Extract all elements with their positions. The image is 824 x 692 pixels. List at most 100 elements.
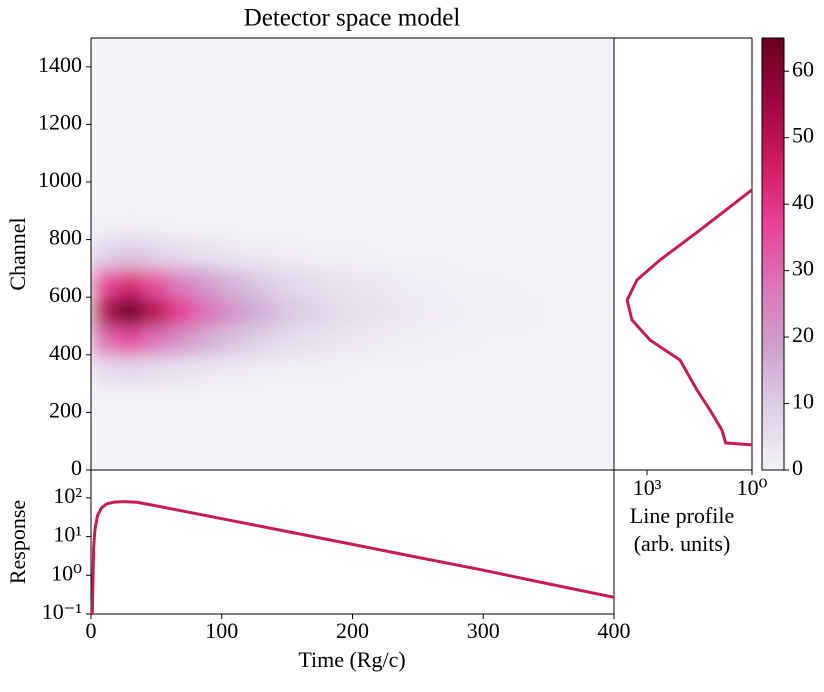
heatmap-cell xyxy=(430,152,458,183)
heatmap-cell xyxy=(482,210,510,241)
heatmap-cell xyxy=(273,411,301,442)
heatmap-cell xyxy=(352,152,380,183)
heatmap-cell xyxy=(299,152,327,183)
heatmap-cell xyxy=(195,239,223,269)
heatmap-cell xyxy=(508,440,537,470)
heatmap-cell xyxy=(116,38,144,68)
heatmap-cell xyxy=(482,440,510,470)
heatmap-cell xyxy=(561,210,589,241)
heatmap-cell xyxy=(91,325,118,356)
heatmap-cell xyxy=(91,95,118,125)
heatmap-cell xyxy=(404,152,432,183)
heatmap-cell xyxy=(299,325,327,356)
heatmap-cell xyxy=(482,354,510,385)
heatmap-cell xyxy=(116,325,144,356)
heatmap-cell xyxy=(561,267,589,298)
heatmap-cell xyxy=(508,325,537,356)
heatmap-cell xyxy=(142,267,170,298)
heatmap-cell xyxy=(561,95,589,125)
heatmap-cell xyxy=(168,411,197,442)
heatmap-cell xyxy=(508,123,537,154)
heatmap-cell xyxy=(535,354,563,385)
x-tick-label: 400 xyxy=(598,618,631,643)
heatmap-cell xyxy=(142,239,170,269)
heatmap-cell xyxy=(221,411,249,442)
heatmap-cell xyxy=(535,181,563,212)
heatmap-cell xyxy=(195,123,223,154)
heatmap-cell xyxy=(221,383,249,413)
heatmap-cell xyxy=(91,239,118,269)
heatmap-cell xyxy=(587,123,614,154)
heatmap-cell xyxy=(508,210,537,241)
heatmap-cell xyxy=(378,325,406,356)
heatmap-cell xyxy=(587,95,614,125)
heatmap-cell xyxy=(299,66,327,97)
heatmap-cell xyxy=(142,383,170,413)
x-axis-label: Time (Rg/c) xyxy=(298,647,405,672)
y-tick-label: 0 xyxy=(71,455,82,480)
heatmap-cell xyxy=(404,38,432,68)
heatmap-cell xyxy=(247,296,275,327)
heatmap-cell xyxy=(91,411,118,442)
heatmap-cell xyxy=(352,267,380,298)
y-tick-label: 10⁰ xyxy=(51,560,82,585)
heatmap-cell xyxy=(91,296,118,327)
heatmap-cell xyxy=(352,38,380,68)
line-profile xyxy=(625,188,753,447)
heatmap-cell xyxy=(587,38,614,68)
heatmap-cell xyxy=(273,210,301,241)
heatmap-cell xyxy=(378,38,406,68)
colorbar-tick-label: 30 xyxy=(792,256,814,281)
heatmap-cell xyxy=(91,267,118,298)
heatmap-cell xyxy=(508,354,537,385)
heatmap-cell xyxy=(430,123,458,154)
heatmap-cell xyxy=(142,66,170,97)
heatmap-cell xyxy=(482,239,510,269)
heatmap-cell xyxy=(482,296,510,327)
x-tick-label: 10⁰ xyxy=(737,475,768,500)
heatmap-cell xyxy=(299,296,327,327)
heatmap-cell xyxy=(587,152,614,183)
heatmap-cell xyxy=(456,95,484,125)
heatmap-cell xyxy=(404,267,432,298)
heatmap-cell xyxy=(221,267,249,298)
heatmap-cell xyxy=(456,411,484,442)
heatmap-cell xyxy=(247,210,275,241)
heatmap-cell xyxy=(430,296,458,327)
heatmap-cell xyxy=(221,296,249,327)
heatmap-cell xyxy=(561,325,589,356)
heatmap-cell xyxy=(430,325,458,356)
y-tick-label: 400 xyxy=(49,340,82,365)
heatmap-cell xyxy=(378,210,406,241)
heatmap-cell xyxy=(221,123,249,154)
heatmap-cell xyxy=(378,181,406,212)
heatmap-cell xyxy=(378,123,406,154)
heatmap-cell xyxy=(247,411,275,442)
heatmap-cell xyxy=(352,123,380,154)
heatmap-cell xyxy=(168,181,197,212)
heatmap-cell xyxy=(299,123,327,154)
heatmap-cell xyxy=(508,411,537,442)
heatmap-cell xyxy=(482,66,510,97)
heatmap-cell xyxy=(299,411,327,442)
heatmap-cell xyxy=(352,325,380,356)
heatmap-cell xyxy=(587,411,614,442)
heatmap-cell xyxy=(378,296,406,327)
heatmap-cell xyxy=(535,210,563,241)
heatmap-cell xyxy=(508,152,537,183)
heatmap-cell xyxy=(587,354,614,385)
heatmap-cell xyxy=(221,181,249,212)
colorbar-tick-label: 10 xyxy=(792,389,814,414)
heatmap-cell xyxy=(587,383,614,413)
heatmap-cell xyxy=(430,267,458,298)
heatmap-cell xyxy=(352,210,380,241)
heatmap-cell xyxy=(352,354,380,385)
heatmap-cell xyxy=(273,123,301,154)
heatmap-cell xyxy=(91,210,118,241)
heatmap-cell xyxy=(404,296,432,327)
heatmap-cell xyxy=(299,181,327,212)
heatmap-cell xyxy=(116,239,144,269)
heatmap-cell xyxy=(325,440,353,470)
heatmap-cell xyxy=(168,440,197,470)
heatmap-cell xyxy=(299,95,327,125)
